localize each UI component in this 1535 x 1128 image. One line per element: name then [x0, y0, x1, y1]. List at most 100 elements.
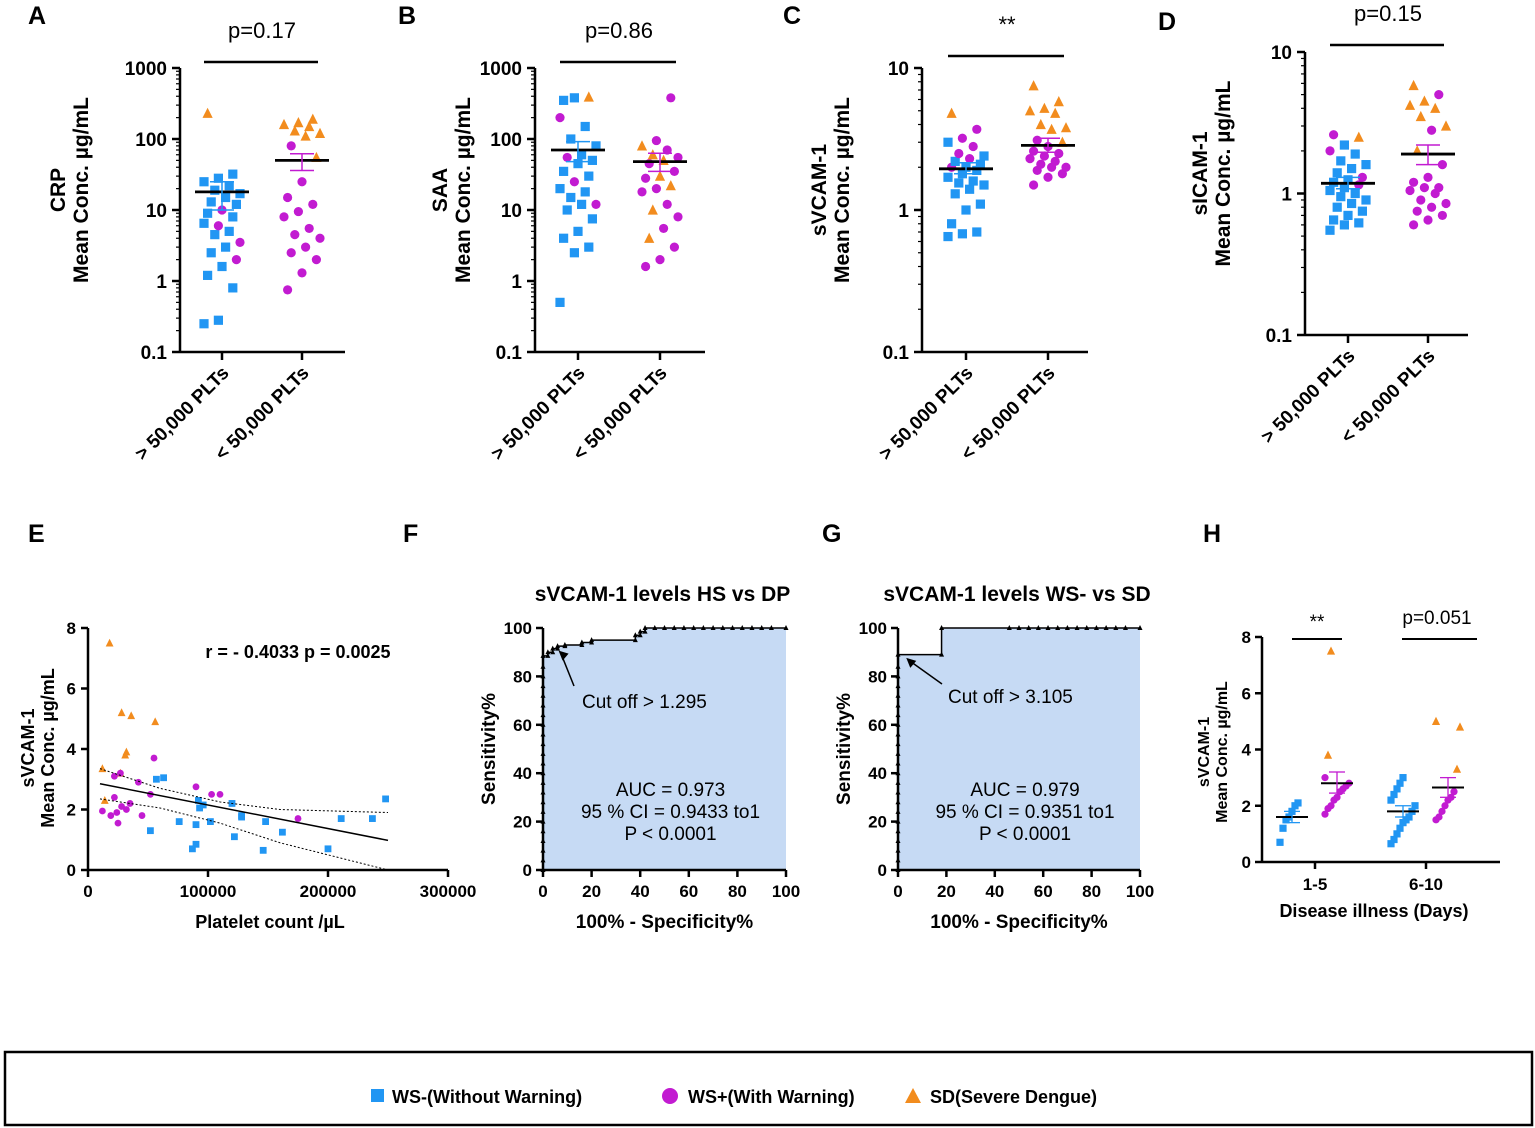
data-point-circle [673, 152, 683, 163]
data-point-square [1336, 156, 1346, 166]
data-point-square [199, 218, 209, 228]
y-axis-label-line2: Mean Conc. µg/mL [1212, 80, 1235, 266]
data-point-square [221, 242, 231, 252]
data-point-square [1329, 215, 1339, 225]
data-point-square [577, 199, 587, 209]
data-point-circle [286, 248, 296, 258]
y-axis-label-line2: Mean Conc. µg/mL [38, 668, 58, 827]
roc-point-marker [545, 652, 551, 658]
legend-label-ws-minus: WS-(Without Warning) [392, 1087, 582, 1107]
y-tick-label: 1 [156, 272, 167, 293]
roc-point-marker [1016, 625, 1022, 630]
y-tick-label: 20 [513, 813, 532, 832]
data-point-circle [1437, 160, 1447, 170]
y-tick-label: 100 [135, 130, 167, 151]
data-point-circle [669, 166, 680, 176]
x-axis-label: Platelet count /µL [195, 912, 344, 932]
data-point-square [210, 185, 220, 195]
data-point-triangle [289, 125, 300, 136]
data-point-triangle [307, 113, 318, 124]
data-point-square [972, 227, 982, 237]
data-point-square [1357, 206, 1367, 216]
roc-point-marker [691, 625, 697, 630]
data-point-triangle [1050, 107, 1061, 118]
data-point-square [957, 229, 967, 239]
roc-point-marker [700, 625, 706, 630]
y-axis-label-line1: sVCAM-1 [1196, 717, 1213, 787]
data-point-square [1387, 796, 1395, 804]
data-point-triangle [105, 638, 114, 647]
data-point-square [199, 319, 209, 329]
data-point-square [965, 184, 975, 194]
data-point-circle [192, 783, 200, 791]
data-point-circle [297, 268, 307, 278]
data-point-square [231, 833, 238, 841]
y-axis-label-line1: sVCAM-1 [808, 144, 831, 237]
y-tick-label: 0.1 [141, 343, 168, 364]
data-point-square [196, 804, 203, 812]
data-point-square [1279, 824, 1287, 832]
data-point-square [369, 815, 376, 822]
data-point-square [577, 150, 587, 160]
significance-label: ** [1310, 612, 1325, 633]
roc-point-marker [579, 639, 585, 645]
data-point-circle [562, 152, 572, 163]
data-point-square [1332, 168, 1342, 178]
y-tick-label: 4 [67, 740, 77, 759]
roc-point-marker [730, 625, 736, 630]
data-point-square [231, 199, 241, 209]
data-point-circle [111, 772, 118, 780]
data-point-circle [1434, 89, 1444, 100]
data-point-circle [1327, 802, 1335, 810]
y-tick-label: 4 [1242, 741, 1252, 760]
data-point-square [587, 214, 597, 224]
data-point-square [591, 141, 601, 151]
data-point-triangle [647, 204, 658, 215]
data-point-square [153, 775, 160, 783]
data-point-square [147, 827, 154, 835]
cutoff-arrow-head [906, 657, 917, 668]
data-point-square [279, 828, 286, 836]
data-point-circle [1427, 125, 1437, 135]
legend-label-sd: SD(Severe Dengue) [930, 1087, 1097, 1107]
data-point-triangle [1404, 99, 1416, 110]
data-point-circle [1437, 210, 1447, 221]
data-point-circle [1061, 162, 1071, 172]
data-point-circle [1039, 151, 1049, 161]
auc-label: AUC = 0.973 [616, 780, 725, 801]
data-point-circle [1416, 195, 1426, 205]
y-tick-label: 2 [67, 801, 76, 820]
cutoff-arrow-head [558, 650, 569, 661]
y-axis-label-line2: Mean Conc. µg/mL [70, 97, 93, 283]
correlation-annotation: r = - 0.4033 p = 0.0025 [205, 642, 390, 662]
data-point-square [559, 166, 569, 176]
panel-letter-b: B [398, 2, 416, 30]
data-point-square [213, 315, 223, 325]
data-point-square [217, 261, 227, 272]
roc-point-marker [662, 625, 667, 630]
x-category-label: 1-5 [1303, 875, 1328, 894]
data-point-square [206, 197, 216, 207]
roc-point-marker [939, 651, 945, 657]
data-point-square [961, 205, 971, 215]
data-point-square [203, 270, 213, 280]
data-point-triangle [1452, 764, 1462, 773]
data-point-square [573, 159, 583, 169]
regression-line [99, 783, 389, 842]
data-point-circle [1036, 159, 1046, 169]
x-tick-label: 0 [538, 882, 547, 901]
data-point-circle [1333, 793, 1341, 801]
y-tick-label: 10 [1271, 43, 1292, 64]
panel-letter-a: A [28, 2, 46, 30]
data-point-square [559, 95, 569, 105]
data-point-circle [304, 223, 314, 234]
y-tick-label: 8 [1242, 628, 1251, 647]
roc-point-marker [1035, 625, 1041, 630]
y-tick-label: 0.1 [496, 343, 523, 364]
data-point-circle [1423, 172, 1433, 182]
data-point-triangle [314, 127, 326, 138]
data-point-circle [123, 806, 130, 813]
data-point-circle [297, 177, 307, 187]
legend: WS-(Without Warning) WS+(With Warning) S… [3, 1050, 1534, 1127]
